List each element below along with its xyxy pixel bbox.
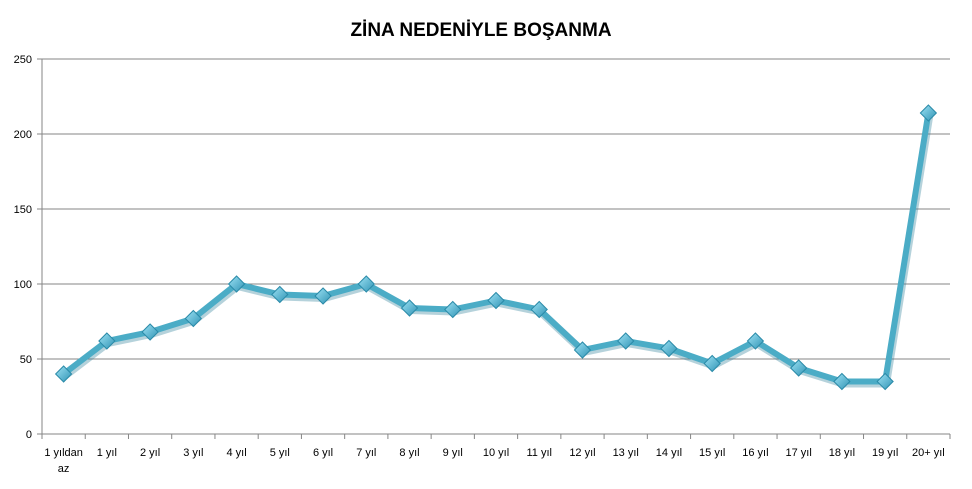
gridlines	[42, 58, 950, 360]
x-tick-label: 11 yıl	[526, 447, 551, 459]
x-tick-label: 14 yıl	[656, 447, 682, 459]
data-point-marker	[487, 291, 505, 310]
x-tick-label: 5 yıl	[270, 447, 290, 459]
data-point-marker	[54, 365, 73, 383]
data-point-marker	[746, 332, 765, 350]
data-point-marker	[444, 300, 462, 319]
y-tick-labels: 0 50 100 150 200 250	[14, 54, 32, 441]
x-tick-label: 13 yıl	[613, 447, 639, 459]
data-point-marker	[227, 275, 246, 293]
data-point-marker	[271, 285, 289, 304]
data-point-marker	[400, 299, 419, 317]
x-tick-labels: 1 yıldan az 1 yıl 2 yıl 3 yıl 4 yıl 5 yıl 6 yıl…	[44, 447, 944, 475]
axes	[37, 58, 951, 439]
x-tick-label: 1 yıldan az	[44, 447, 83, 475]
data-point-marker	[703, 354, 721, 373]
y-tick-label: 50	[20, 354, 32, 366]
data-point-marker	[141, 323, 159, 341]
data-point-marker	[876, 372, 894, 391]
data-point-marker	[573, 341, 592, 359]
data-point-marker	[919, 104, 938, 122]
x-tick-label: 6 yıl	[313, 447, 333, 459]
data-point-marker	[314, 287, 332, 305]
data-point-marker	[184, 309, 203, 328]
x-tick-label: 1 yıl	[97, 447, 117, 459]
x-tick-label: 16 yıl	[742, 447, 768, 459]
x-tick-label: 3 yıl	[183, 447, 203, 459]
series-line	[60, 110, 934, 388]
y-tick-label: 0	[26, 429, 32, 441]
x-tick-label: 9 yıl	[443, 447, 463, 459]
series-line-shadow	[60, 111, 934, 388]
y-tick-label: 250	[14, 54, 32, 66]
x-tick-label: 7 yıl	[356, 447, 376, 459]
y-tick-label: 150	[14, 204, 32, 216]
data-points	[54, 104, 938, 391]
x-tick-label: 8 yıl	[399, 447, 419, 459]
x-tick-label: 4 yıl	[226, 447, 246, 459]
x-tick-label: 10 yıl	[483, 447, 509, 459]
data-point-marker	[617, 332, 635, 350]
x-tick-label: 20+ yıl	[912, 447, 945, 459]
chart-title: ZİNA NEDENİYLE BOŞANMA	[350, 20, 611, 41]
data-point-marker	[833, 372, 851, 391]
x-tick-label: 19 yıl	[872, 447, 898, 459]
x-tick-label: 17 yıl	[786, 447, 812, 459]
data-point-marker	[660, 339, 678, 358]
data-point-marker	[98, 332, 116, 350]
data-point-marker	[357, 275, 375, 293]
series-line-path	[60, 110, 932, 385]
x-tick-label: 15 yıl	[699, 447, 725, 459]
x-tick-label: 2 yıl	[140, 447, 160, 459]
y-tick-label: 100	[14, 279, 32, 291]
data-point-marker	[789, 359, 808, 377]
x-tick-label: 12 yıl	[569, 447, 595, 459]
y-tick-label: 200	[14, 129, 32, 141]
data-point-marker	[530, 300, 548, 319]
x-tick-label: 18 yıl	[829, 447, 855, 459]
